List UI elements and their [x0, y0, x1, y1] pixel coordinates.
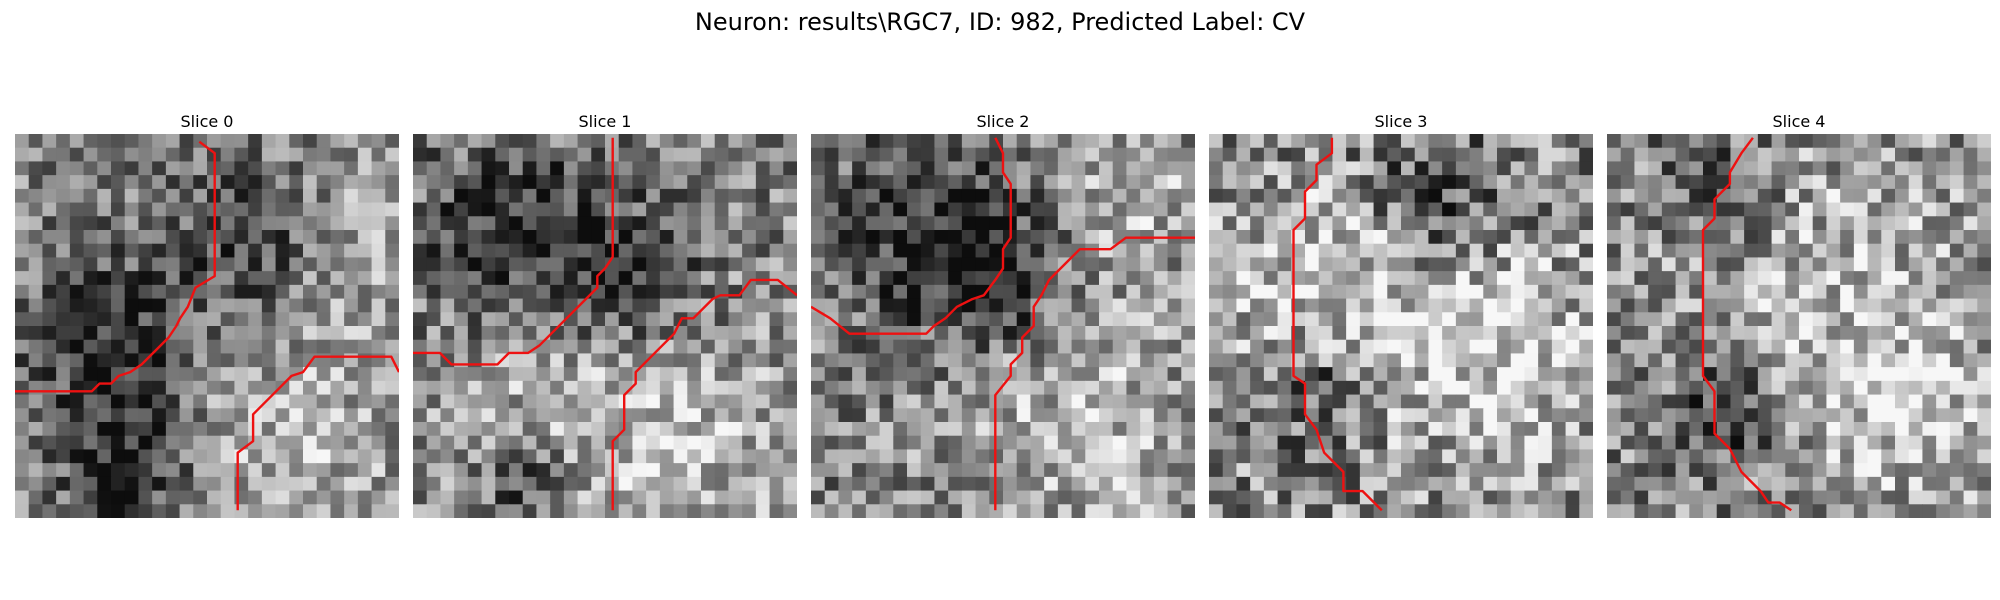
slice-image: [413, 134, 797, 518]
contour-line: [611, 278, 797, 511]
slice-panel-0: Slice 0: [15, 112, 399, 518]
slice-title: Slice 3: [1374, 112, 1428, 131]
contour-line: [811, 137, 1012, 335]
contour-line: [236, 355, 399, 511]
contour-line: [1701, 137, 1792, 512]
slice-image: [811, 134, 1195, 518]
pixel-grid: [811, 134, 1195, 518]
pixel-grid: [413, 134, 797, 518]
slice-title: Slice 4: [1772, 112, 1826, 131]
pixel-grid: [1607, 134, 1991, 518]
pixel-grid: [15, 134, 399, 518]
contour-line: [15, 140, 216, 393]
contour-line: [1292, 137, 1383, 512]
slice-image: [15, 134, 399, 518]
slice-image: [1209, 134, 1593, 518]
contour-line: [413, 137, 614, 366]
slice-panel-4: Slice 4: [1607, 112, 1991, 518]
slice-panel-2: Slice 2: [811, 112, 1195, 518]
slice-panel-3: Slice 3: [1209, 112, 1593, 518]
contour-line: [994, 236, 1195, 511]
slice-title: Slice 1: [578, 112, 632, 131]
slice-panel-1: Slice 1: [413, 112, 797, 518]
slice-image: [1607, 134, 1991, 518]
figure-title: Neuron: results\RGC7, ID: 982, Predicted…: [694, 8, 1306, 36]
slice-title: Slice 2: [976, 112, 1030, 131]
pixel-grid: [1209, 134, 1593, 518]
slice-title: Slice 0: [180, 112, 234, 131]
